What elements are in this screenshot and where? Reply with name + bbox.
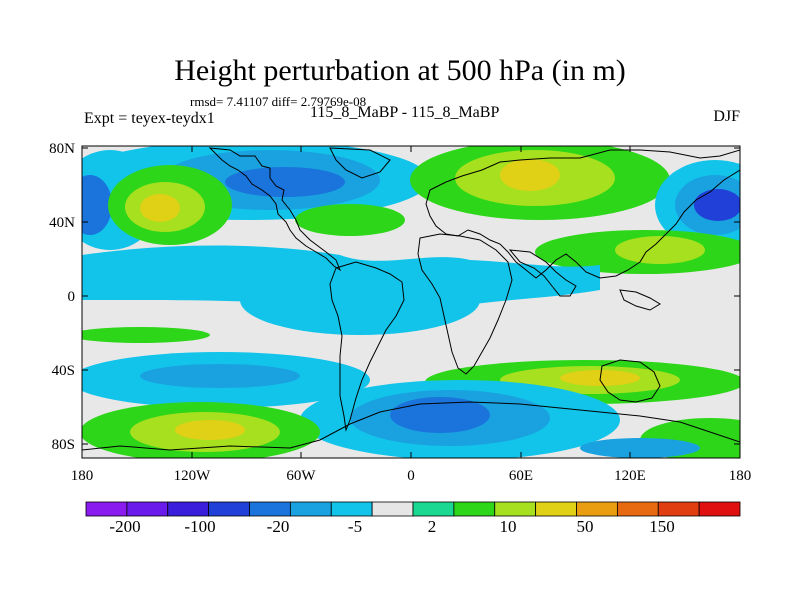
colorbar-swatch [657,501,700,517]
colorbar-label: 50 [577,517,594,536]
colorbar-label: -200 [109,517,140,536]
y-tick-label: 40S [52,363,75,379]
outline-greenland [329,147,391,179]
outline-africa [417,233,513,375]
y-axis-ticks [82,147,740,445]
colorbar-swatch [249,501,291,517]
contour-field [82,146,740,458]
colorbar-swatch [535,501,577,517]
x-tick-label: 0 [407,468,415,484]
colorbar-swatch [494,501,537,517]
contour-cyan-south-america [240,265,480,335]
colorbar-label: 2 [428,517,437,536]
x-tick-label: 120W [174,468,212,484]
contour-darkblue-east-edge [694,189,740,221]
x-tick-label: 180 [71,468,94,484]
contour-yellow-eurasia [500,159,560,191]
colorbar-label: -100 [184,517,215,536]
x-tick-label: 60E [509,468,533,484]
colorbar-swatch [412,501,455,517]
stats-label: rmsd= 7.41107 diff= 2.79769e-08 [190,94,367,109]
outline-south-america [329,261,405,432]
colorbar-swatch [371,501,414,517]
contour-yellowgreen-asia [615,236,705,264]
x-tick-label: 120E [614,468,646,484]
contour-lightblue-southeast [580,438,700,458]
colorbar-label: -5 [348,517,362,536]
colorbar-swatch [126,501,169,517]
outline-north-america [208,147,342,272]
colorbar-swatch [698,501,741,517]
y-tick-label: 80N [49,141,75,157]
outline-antarctica [82,401,740,458]
contour-blue-west-edge [82,175,112,235]
y-tick-label: 80S [52,437,75,453]
colorbar-labels: -200 -100 -20 -5 2 10 50 150 [109,517,674,536]
contour-blue-south-pacific [140,364,300,388]
colorbar-swatch [208,501,250,517]
colorbar-swatch [289,501,332,517]
colorbar-swatch [616,501,659,517]
colorbar [85,501,741,517]
chart-title: Height perturbation at 500 hPa (in m) [174,54,626,87]
outline-australia [599,359,661,403]
colorbar-swatch [167,501,210,517]
x-tick-label: 60W [286,468,316,484]
contour-yellow-south-pacific-high [175,420,245,440]
y-tick-label: 0 [68,289,76,305]
y-tick-label: 40N [49,215,75,231]
x-axis-ticks [191,146,631,458]
contour-blue-south-atlantic [390,397,490,433]
case-label: 115_8_MaBP - 115_8_MaBP [310,104,500,121]
outline-arabia-india [508,249,577,297]
season-label: DJF [713,108,740,125]
colorbar-swatch [453,501,496,517]
colorbar-swatch [576,501,618,517]
colorbar-label: 150 [649,517,675,536]
contour-yellow-north-pacific [140,194,180,222]
colorbar-label: 10 [500,517,517,536]
contour-green-us [295,204,405,236]
x-tick-label: 180 [729,468,752,484]
outline-southeast-asia-islands [619,289,661,311]
colorbar-swatch [330,501,373,517]
experiment-label: Expt = teyex-teydx1 [84,110,215,127]
contour-green-south-pacific [82,327,210,343]
colorbar-swatch [85,501,128,517]
outline-eurasia [425,149,740,279]
colorbar-label: -20 [267,517,290,536]
continent-outlines [82,147,740,458]
contour-blue-north-america [225,167,345,197]
